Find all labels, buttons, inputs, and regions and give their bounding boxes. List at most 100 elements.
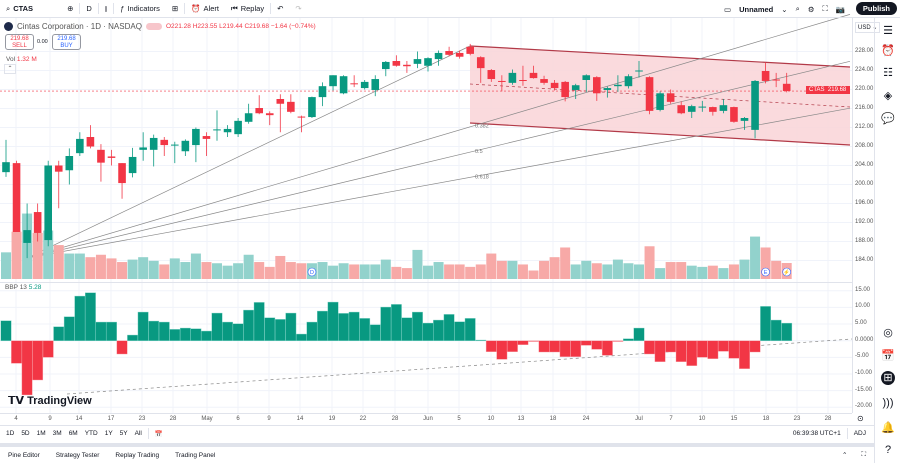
candle-body: [255, 108, 263, 114]
range-button-1m[interactable]: 1M: [36, 430, 46, 437]
tab-strategy-tester[interactable]: Strategy Tester: [55, 451, 100, 459]
alert-button[interactable]: ⏰ Alert: [191, 4, 219, 13]
tradingview-logo: 𝗧𝗩 TradingView: [8, 395, 92, 407]
bbp-bar: [222, 321, 233, 341]
range-button-3m[interactable]: 3M: [52, 430, 62, 437]
adjust-toggle[interactable]: ADJ: [853, 430, 866, 437]
signal-icon[interactable]: ))): [882, 397, 894, 409]
calendar-icon[interactable]: 📅: [881, 350, 895, 362]
range-button-ytd[interactable]: YTD: [84, 430, 98, 437]
volume-bar: [655, 268, 666, 279]
candle-body: [677, 105, 685, 114]
layout-name-button[interactable]: Unnamed: [739, 4, 774, 14]
time-axis[interactable]: 4 9 14 17 23 28 May 6 9 14 19 22 28 Jun 5 10 13 18 24 Jul 7 1…: [0, 413, 852, 425]
templates-button[interactable]: ⊞: [166, 0, 184, 18]
settings-icon[interactable]: ⚙: [807, 4, 815, 14]
redo-button[interactable]: ↷: [289, 0, 307, 18]
bbp-bar: [644, 340, 655, 355]
spread: 0.00: [37, 39, 48, 45]
range-button-6m[interactable]: 6M: [68, 430, 78, 437]
publish-button[interactable]: Publish: [855, 2, 897, 15]
quick-search-icon[interactable]: ⌕: [795, 4, 800, 13]
chart-type-button[interactable]: ⫾: [99, 0, 113, 18]
collapse-legend-button[interactable]: ⌃: [4, 64, 16, 74]
watchlist-icon[interactable]: ☰: [883, 25, 893, 37]
time-tick: 18: [549, 416, 557, 422]
volume-bar: [707, 265, 718, 279]
earnings-marker-icon: [761, 267, 770, 277]
chat-icon[interactable]: 💬: [881, 113, 895, 125]
osc-tick: 10.00: [855, 303, 871, 310]
volume-bar: [74, 253, 85, 279]
price-axis[interactable]: [852, 18, 874, 413]
volume-bar: [433, 262, 444, 279]
data-window-icon[interactable]: ☷: [883, 67, 893, 79]
time-tick: 13: [517, 416, 525, 422]
range-button-5y[interactable]: 5Y: [119, 430, 128, 437]
bbp-bar: [559, 340, 571, 357]
bell-icon[interactable]: 🔔: [881, 422, 895, 434]
buy-button[interactable]: 219.68 BUY: [52, 34, 81, 50]
bbp-bar: [496, 340, 508, 360]
candle-body: [23, 230, 31, 243]
price-tick: 196.00: [855, 199, 874, 206]
visibility-toggle[interactable]: [145, 23, 162, 30]
chevron-up-icon[interactable]: ⌃: [841, 452, 848, 459]
indicators-button[interactable]: ƒ Indicators: [120, 4, 160, 13]
undo-button[interactable]: ↶: [271, 0, 289, 18]
symbol-search[interactable]: ⌕ CTAS: [6, 3, 34, 14]
candle-body: [213, 129, 221, 131]
target-icon[interactable]: ◎: [883, 327, 893, 339]
channel-top-line: [469, 45, 851, 68]
candle-body: [603, 88, 612, 90]
goto-date-icon[interactable]: 📅: [154, 430, 163, 438]
last-price-label: CTAS 219.68: [806, 86, 850, 94]
bbp-bar: [201, 330, 212, 341]
replay-button[interactable]: ⏮ Replay: [230, 3, 265, 14]
range-button-1y[interactable]: 1Y: [104, 430, 113, 437]
candle-body: [550, 82, 559, 89]
fullscreen-icon[interactable]: ⛶: [822, 4, 828, 13]
symbol-title[interactable]: Cintas Corporation · 1D · NASDAQ: [17, 22, 142, 31]
bbp-bar: [317, 310, 328, 341]
candle-body: [86, 137, 95, 147]
tab-replay-trading[interactable]: Replay Trading: [115, 451, 160, 459]
alerts-icon[interactable]: ⏰: [881, 45, 895, 57]
layers-icon[interactable]: ◈: [883, 90, 893, 102]
bbp-bar: [433, 319, 444, 341]
interval-button[interactable]: D: [86, 4, 92, 13]
camera-icon[interactable]: 📷: [835, 4, 846, 14]
bbp-bar: [232, 323, 244, 341]
price-tick: 200.00: [855, 180, 874, 187]
help-icon[interactable]: ?: [884, 444, 892, 456]
maximize-icon[interactable]: ⛶: [861, 451, 866, 458]
bbp-bar: [485, 340, 497, 352]
volume-bar: [686, 265, 697, 279]
candle-body: [318, 86, 327, 98]
range-button-5d[interactable]: 5D: [21, 430, 30, 437]
volume-bar: [771, 260, 782, 279]
clock[interactable]: 06:39:38 UTC+1: [792, 430, 841, 437]
apps-grid-icon[interactable]: ⊞: [881, 371, 895, 385]
bbp-bar: [770, 319, 782, 341]
range-button-1d[interactable]: 1D: [6, 430, 15, 437]
tab-pine-editor[interactable]: Pine Editor: [8, 451, 40, 459]
sell-button[interactable]: 219.68 SELL: [5, 34, 34, 50]
candle-body: [466, 46, 474, 54]
time-tick: 19: [328, 416, 336, 422]
time-tick: 4: [14, 416, 18, 422]
volume-bar: [444, 264, 455, 279]
bbp-bar: [0, 320, 12, 341]
volume-bar: [127, 259, 138, 279]
chevron-down-icon[interactable]: ⌄: [781, 4, 788, 14]
axis-settings-icon[interactable]: ⊙: [857, 414, 864, 423]
range-button-all[interactable]: All: [134, 430, 142, 437]
compare-button[interactable]: ⊕: [39, 0, 79, 18]
bbp-bar: [422, 322, 434, 341]
price-tick: 216.00: [855, 104, 874, 111]
pane-divider[interactable]: [0, 282, 852, 283]
candle-body: [413, 59, 422, 64]
tab-trading-panel[interactable]: Trading Panel: [175, 451, 216, 459]
bbp-bar: [127, 334, 139, 341]
